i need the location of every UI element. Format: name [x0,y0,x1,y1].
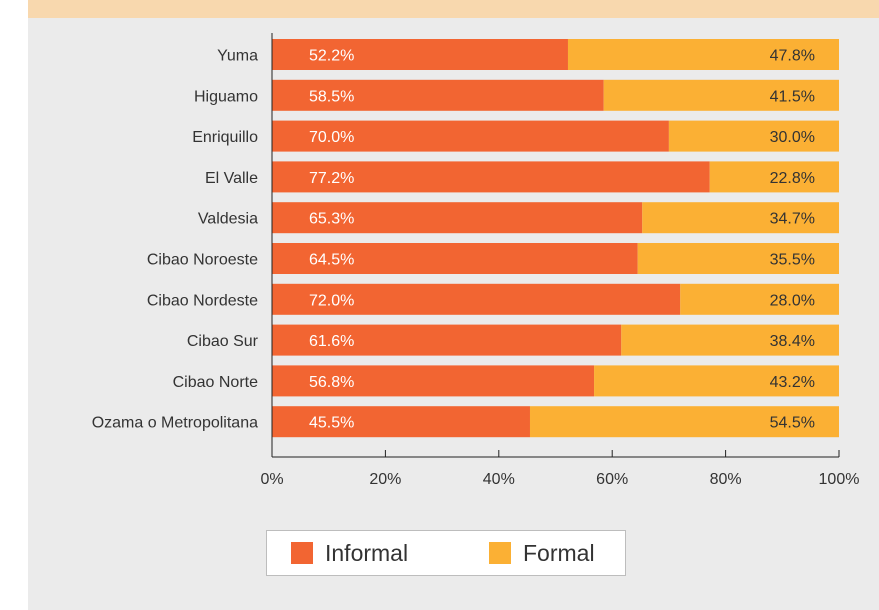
data-label-formal-valdesia: 34.7% [770,211,815,228]
data-label-informal-cibao-norte: 56.8% [309,374,354,391]
bar-informal-cibao-nordeste [272,283,681,315]
bar-informal-ozama-o-metropolitana [272,406,530,438]
data-label-formal-cibao-noroeste: 35.5% [770,252,815,269]
data-label-informal-el-valle: 77.2% [309,170,354,187]
data-label-formal-cibao-nordeste: 28.0% [770,292,815,309]
data-label-informal-enriquillo: 70.0% [309,129,354,146]
bar-informal-yuma [272,39,568,70]
bar-formal-cibao-norte [594,365,839,397]
data-label-formal-cibao-sur: 38.4% [770,333,815,350]
data-label-informal-yuma: 52.2% [309,48,354,65]
category-label-cibao-sur: Cibao Sur [187,333,259,350]
legend-swatch-formal [489,542,511,564]
data-label-formal-yuma: 47.8% [770,48,815,65]
bar-formal-cibao-nordeste [680,283,839,315]
data-label-informal-cibao-nordeste: 72.0% [309,292,354,309]
bar-formal-cibao-sur [621,324,839,356]
category-label-enriquillo: Enriquillo [192,129,258,146]
data-label-informal-cibao-sur: 61.6% [309,333,354,350]
bar-formal-enriquillo [668,120,839,152]
legend-label-informal: Informal [325,539,409,566]
data-label-formal-enriquillo: 30.0% [770,129,815,146]
data-label-informal-higuamo: 58.5% [309,88,354,105]
bar-formal-higuamo [603,79,839,111]
x-tick-label-2: 40% [483,471,515,488]
legend: Informal Formal [266,530,626,576]
data-label-informal-cibao-noroeste: 64.5% [309,252,354,269]
bar-informal-cibao-norte [272,365,595,397]
bar-formal-cibao-noroeste [637,243,839,274]
bar-informal-valdesia [272,202,643,234]
bar-formal-valdesia [642,202,839,234]
legend-swatch-informal [291,542,313,564]
data-label-formal-el-valle: 22.8% [770,170,815,187]
bar-informal-enriquillo [272,120,669,152]
category-label-valdesia: Valdesia [198,211,258,228]
x-tick-label-5: 100% [819,471,860,488]
bar-formal-el-valle [709,161,839,193]
legend-item-formal: Formal [489,531,595,575]
category-label-cibao-norte: Cibao Norte [173,374,258,391]
data-label-formal-ozama-o-metropolitana: 54.5% [770,415,815,432]
legend-label-formal: Formal [523,539,595,566]
bar-formal-ozama-o-metropolitana [529,406,839,438]
category-label-yuma: Yuma [217,48,258,65]
bar-informal-cibao-noroeste [272,243,638,274]
bar-informal-cibao-sur [272,324,622,356]
data-label-formal-cibao-norte: 43.2% [770,374,815,391]
bar-formal-yuma [567,39,839,70]
data-label-formal-higuamo: 41.5% [770,88,815,105]
x-tick-label-1: 20% [369,471,401,488]
x-tick-label-3: 60% [596,471,628,488]
bar-informal-el-valle [272,161,710,193]
bar-informal-higuamo [272,79,604,111]
legend-item-informal: Informal [291,531,408,575]
stacked-bar-chart: Yuma 52.2% 47.8% Higuamo 58.5% 41.5% Enriquill… [92,33,860,488]
header-bar [28,0,879,18]
x-tick-label-4: 80% [710,471,742,488]
data-label-informal-ozama-o-metropolitana: 45.5% [309,415,354,432]
category-label-cibao-noroeste: Cibao Noroeste [147,252,258,269]
category-label-ozama-o-metropolitana: Ozama o Metropolitana [92,415,258,432]
category-label-el-valle: El Valle [205,170,258,187]
category-label-cibao-nordeste: Cibao Nordeste [147,292,258,309]
category-label-higuamo: Higuamo [194,88,258,105]
x-tick-label-0: 0% [260,471,283,488]
data-label-informal-valdesia: 65.3% [309,211,354,228]
